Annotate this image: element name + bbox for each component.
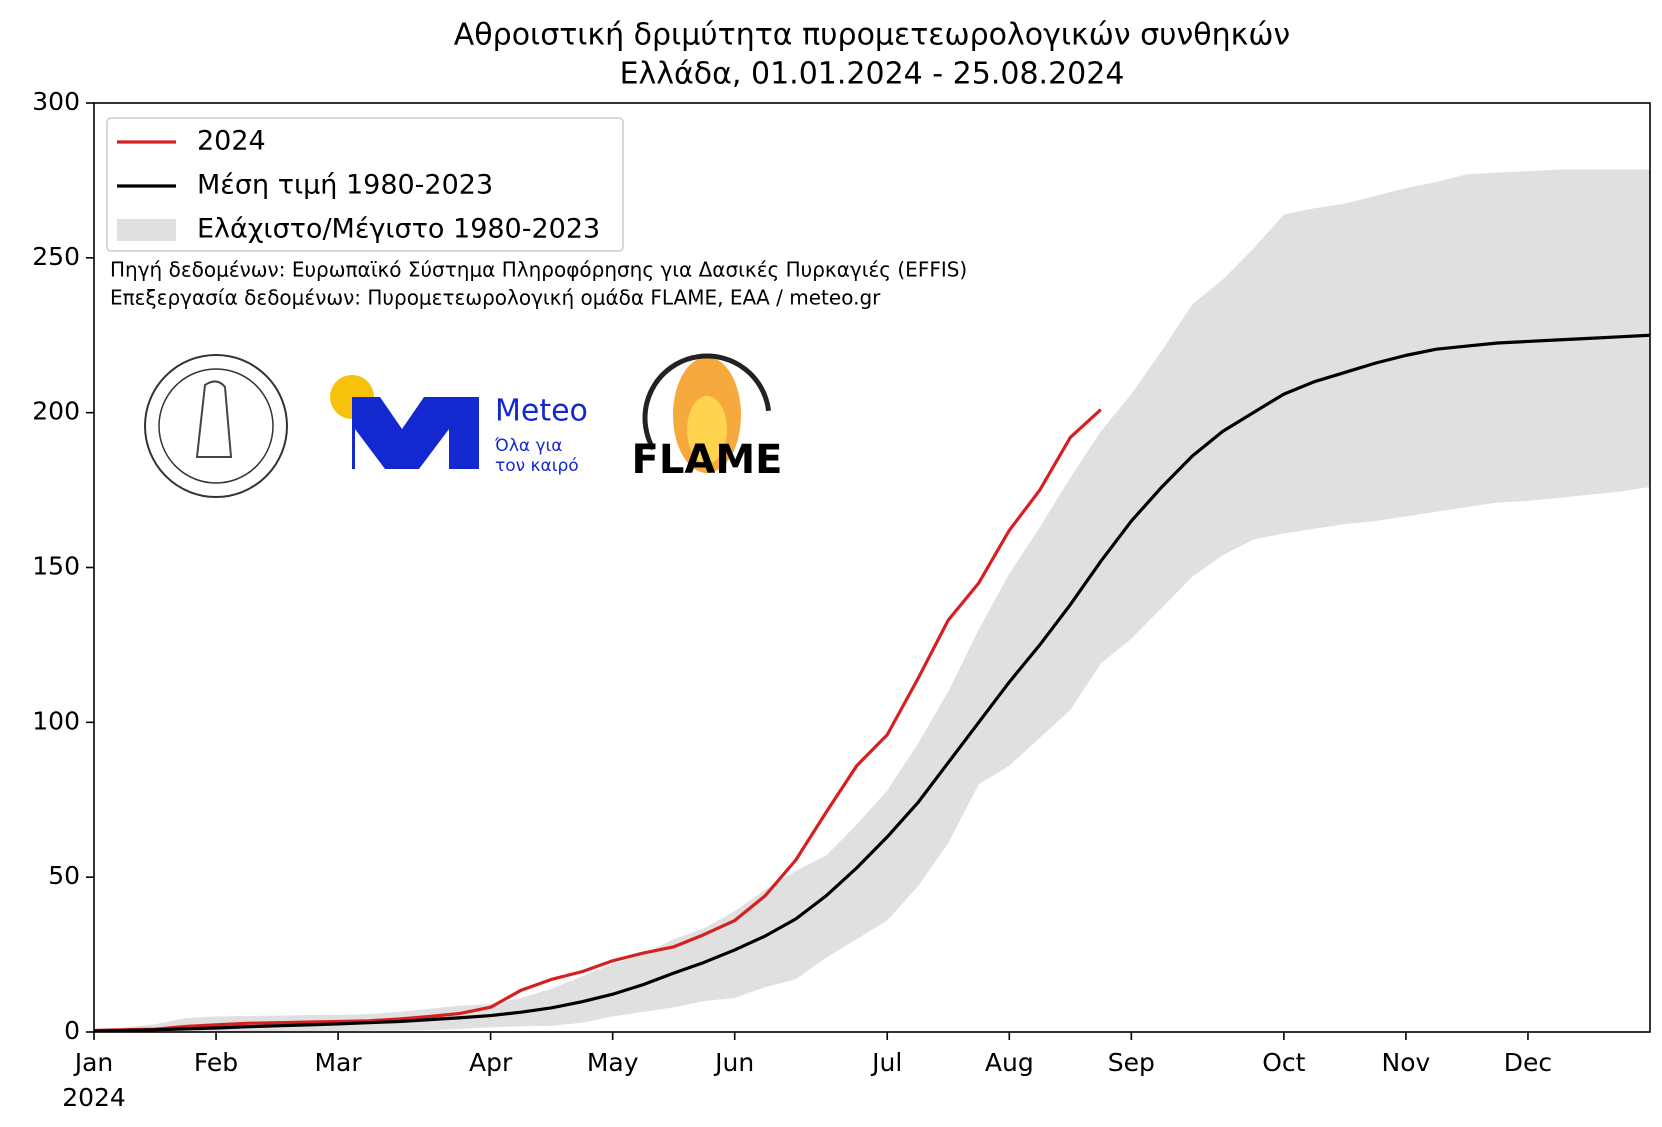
annotation: Πηγή δεδομένων: Ευρωπαϊκό Σύστημα Πληροφ… [110,258,967,282]
y-tick-label: 0 [64,1016,80,1045]
legend-label: Μέση τιμή 1980-2023 [197,170,493,201]
x-tick-label: Jun [713,1048,754,1077]
y-tick-label: 150 [32,552,80,581]
x-tick-label: Apr [469,1048,513,1077]
meteo-m [352,397,479,469]
y-tick-label: 250 [32,242,80,271]
x-year-label: 2024 [62,1083,126,1112]
observatory-figure [195,380,233,458]
x-tick-label: Dec [1504,1048,1552,1077]
observatory-seal [144,354,288,498]
x-tick-label: Jan [73,1048,114,1077]
data-line [93,408,1102,1033]
y-tick-label: 100 [32,706,80,735]
x-tick-label: Nov [1382,1048,1431,1077]
x-tick-label: May [587,1048,639,1077]
flame-core [687,396,727,464]
data-line [93,333,1651,1033]
min-max-band [94,169,1650,1032]
flame-name: FLAME [632,437,783,483]
meteo-tagline: τον καιρό [495,456,579,476]
meteo-name: Meteo [495,394,588,429]
y-tick-label: 200 [32,397,80,426]
legend-box [106,117,624,252]
x-tick-label: Jul [870,1048,902,1077]
x-tick-label: Aug [985,1048,1034,1077]
x-tick-label: Feb [194,1048,238,1077]
logos: Meteo Όλα για τον καιρό FLAME [144,353,783,498]
x-tick-label: Mar [314,1048,362,1077]
meteo-tagline: Όλα για [494,436,563,456]
legend-swatch [117,219,176,241]
y-tick-label: 50 [48,861,80,890]
y-tick-label: 300 [32,87,80,116]
annotation: Επεξεργασία δεδομένων: Πυρομετεωρολογική… [110,286,881,310]
chart-subtitle: Ελλάδα, 01.01.2024 - 25.08.2024 [620,57,1125,92]
legend-label: Ελάχιστο/Μέγιστο 1980-2023 [197,214,600,245]
observatory-seal-inner [158,368,274,484]
plot-area: 0 50 100 150 200 250 300 Jan Feb Mar Apr May Jun Jul A… [32,87,1651,1112]
x-tick-label: Oct [1262,1048,1305,1077]
legend-label: 2024 [197,126,266,157]
chart-title: Αθροιστική δριμύτητα πυρομετεωρολογικών … [454,18,1290,53]
x-tick-label: Sep [1108,1048,1155,1077]
flame-ring [642,353,772,483]
